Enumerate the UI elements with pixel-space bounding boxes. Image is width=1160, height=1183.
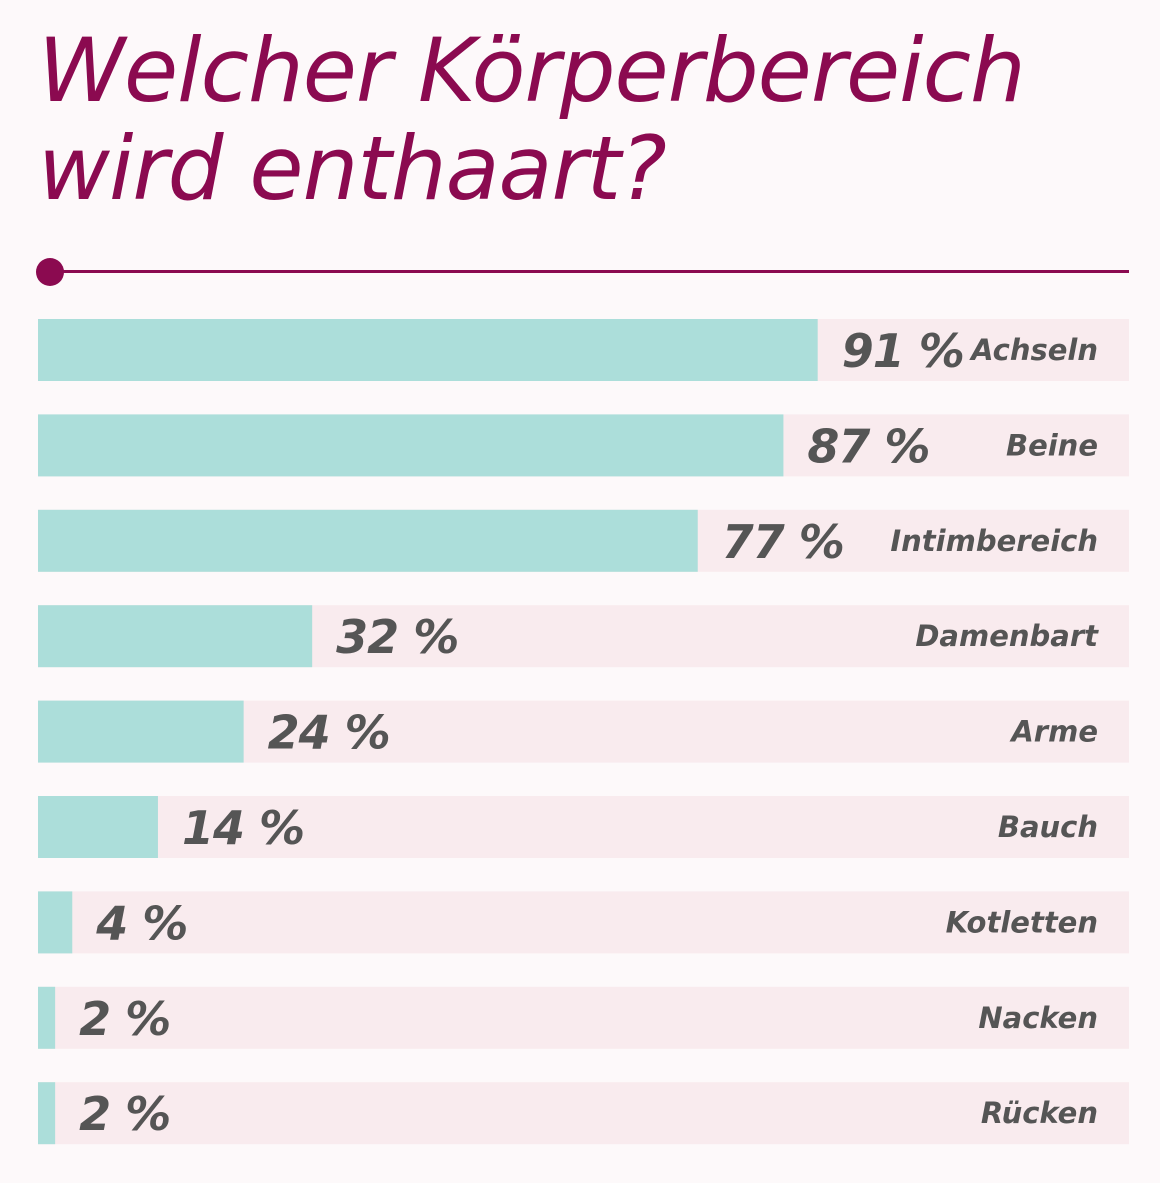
bar-row: 2 % Rücken (38, 1082, 1129, 1145)
chart-title-line-1: Welcher Körperbereich (38, 19, 1026, 122)
value-label: 87 % (807, 419, 929, 473)
category-label: Beine (1006, 428, 1098, 462)
category-label: Intimbereich (890, 524, 1098, 558)
bar-track (38, 796, 1129, 858)
bar-track (38, 1082, 1129, 1145)
bar-track (38, 986, 1129, 1049)
category-label: Rücken (981, 1096, 1098, 1130)
bar (38, 986, 56, 1049)
bar-row: 24 % Arme (38, 700, 1129, 763)
chart-title: Welcher Körperbereich wird enthaart? (38, 22, 1138, 218)
bar (38, 509, 698, 572)
bar (38, 319, 818, 381)
bar (38, 605, 313, 668)
bar (38, 700, 244, 763)
value-label: 32 % (336, 610, 458, 664)
chart-title-line-2: wird enthaart? (38, 117, 667, 220)
bar (38, 414, 784, 477)
category-label: Achseln (969, 333, 1098, 367)
value-label: 91 % (842, 324, 964, 378)
bar-row: 32 % Damenbart (38, 605, 1129, 668)
bar (38, 891, 73, 954)
value-label: 24 % (268, 706, 390, 760)
bar-row: 14 % Bauch (38, 796, 1129, 858)
value-label: 4 % (95, 896, 187, 950)
category-label: Arme (1009, 715, 1098, 749)
value-label: 2 % (79, 1087, 170, 1141)
bar-row: 2 % Nacken (38, 986, 1129, 1049)
bar-row: 77 % Intimbereich (38, 509, 1129, 572)
title-divider-dot (36, 258, 64, 286)
bar (38, 1082, 56, 1145)
bar-row: 87 % Beine (38, 414, 1129, 477)
title-divider (50, 270, 1129, 273)
bar-row: 91 % Achseln (38, 319, 1129, 381)
category-label: Damenbart (915, 619, 1099, 653)
bar-track (38, 891, 1129, 954)
value-label: 77 % (722, 515, 844, 569)
bar (38, 796, 158, 858)
category-label: Kotletten (946, 905, 1098, 939)
bar-row: 4 % Kotletten (38, 891, 1129, 954)
value-label: 2 % (79, 992, 170, 1046)
category-label: Nacken (978, 1001, 1098, 1035)
value-label: 14 % (182, 801, 304, 855)
category-label: Bauch (998, 810, 1098, 844)
